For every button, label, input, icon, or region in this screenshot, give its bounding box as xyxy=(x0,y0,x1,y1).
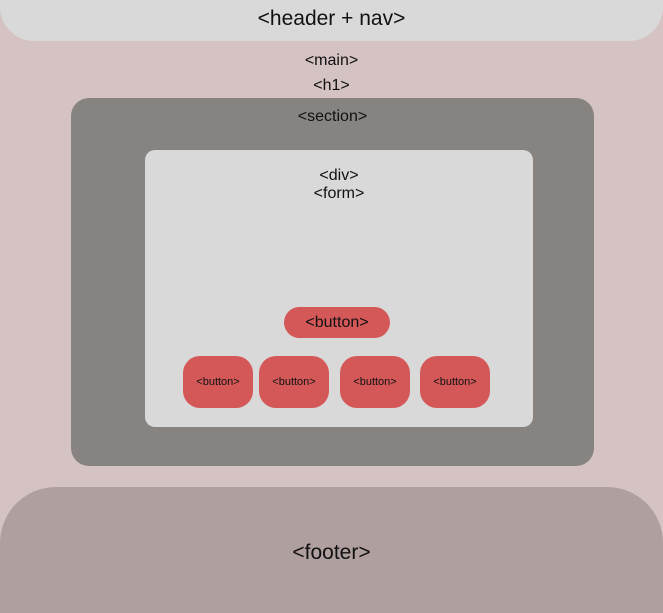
main-label: <main> xyxy=(304,52,359,69)
section-label: <section> xyxy=(297,108,368,125)
row-button-4[interactable]: <button> xyxy=(420,356,490,408)
footer-label: <footer> xyxy=(292,541,371,564)
header-nav-label: <header + nav> xyxy=(257,7,406,30)
primary-button[interactable]: <button> xyxy=(284,307,390,338)
form-label: <form> xyxy=(313,185,365,202)
row-button-3[interactable]: <button> xyxy=(340,356,410,408)
h1-label: <h1> xyxy=(313,77,350,94)
div-label: <div> xyxy=(319,167,359,184)
footer-block: <footer> xyxy=(0,487,663,613)
row-button-2[interactable]: <button> xyxy=(259,356,329,408)
row-button-1[interactable]: <button> xyxy=(183,356,253,408)
header-nav-block: <header + nav> xyxy=(0,0,663,41)
